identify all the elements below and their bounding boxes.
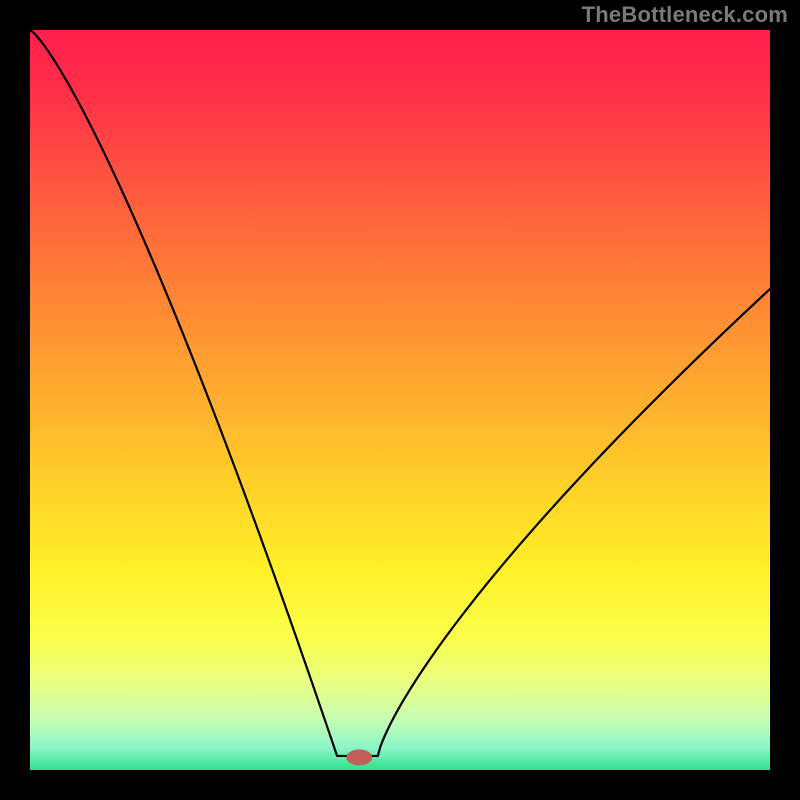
plot-background (30, 30, 770, 770)
bottleneck-chart (0, 0, 800, 800)
optimum-marker (346, 749, 372, 765)
watermark-text: TheBottleneck.com (582, 2, 788, 28)
